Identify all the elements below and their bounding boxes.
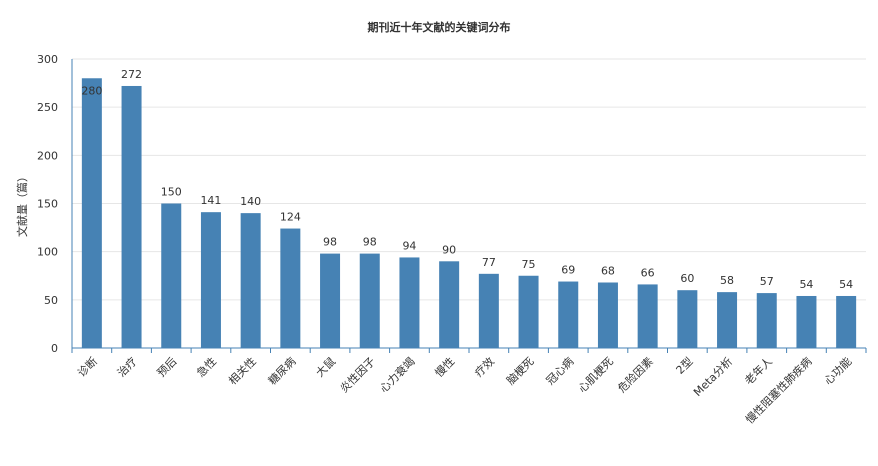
bar[interactable]	[717, 292, 738, 348]
axes	[71, 59, 867, 353]
bar[interactable]	[597, 282, 618, 348]
data-label: 272	[121, 68, 142, 81]
bar[interactable]	[796, 295, 817, 348]
bar[interactable]	[161, 203, 182, 349]
data-label: 58	[720, 274, 734, 287]
data-label: 69	[561, 264, 575, 277]
bar[interactable]	[677, 290, 698, 348]
x-category-label: 2型	[673, 354, 696, 377]
data-label: 54	[799, 278, 813, 291]
data-label: 60	[680, 272, 694, 285]
bar[interactable]	[637, 284, 658, 348]
data-labels: 280 272 150 141 140 124 98 98 94 90 77 75 69 68 66 60 58…	[81, 68, 853, 291]
data-label: 75	[522, 258, 536, 271]
y-axis-label: 文献量（篇）	[15, 171, 29, 237]
bar[interactable]	[399, 257, 420, 348]
x-category-label: 糖尿病	[265, 354, 298, 387]
x-category-label: 疗效	[472, 354, 497, 379]
bar[interactable]	[81, 78, 102, 349]
bar[interactable]	[478, 273, 499, 348]
y-tick-label: 300	[37, 53, 58, 66]
y-tick-label: 150	[37, 198, 58, 211]
y-tick-label: 100	[37, 246, 58, 259]
x-category-label: 大鼠	[313, 354, 338, 379]
x-category-label: Meta分析	[690, 354, 735, 399]
y-tick-label: 50	[44, 294, 58, 307]
data-label: 77	[482, 256, 496, 269]
bar[interactable]	[320, 253, 341, 348]
bar[interactable]	[756, 293, 777, 348]
bar-series	[81, 78, 857, 349]
x-category-label: 预后	[155, 355, 180, 380]
data-label: 98	[323, 236, 337, 249]
x-category-label: 急性	[194, 354, 219, 379]
x-category-label: 危险因素	[615, 354, 656, 395]
x-category-label: 治疗	[114, 354, 139, 379]
x-category-label: 心力衰竭	[377, 354, 418, 395]
x-category-label: 炎性因子	[337, 354, 378, 395]
x-category-label: 心肌梗死	[575, 354, 616, 395]
data-label: 68	[601, 264, 615, 277]
data-label: 94	[402, 239, 416, 252]
x-category-label: 老年人	[742, 354, 775, 387]
x-category-label: 心功能	[821, 354, 854, 387]
chart-title: 期刊近十年文献的关键词分布	[368, 20, 511, 34]
x-category-label: 诊断	[75, 354, 100, 379]
bar[interactable]	[518, 275, 539, 348]
x-category-label: 脑梗死	[503, 354, 536, 387]
bar[interactable]	[558, 281, 579, 348]
x-category-label: 慢性	[432, 354, 457, 379]
data-label: 57	[760, 275, 774, 288]
x-category-label: 冠心病	[543, 354, 576, 387]
x-category-label: 慢性阻塞性肺疾病	[742, 354, 814, 426]
bar[interactable]	[836, 295, 857, 348]
bar[interactable]	[121, 85, 142, 349]
gridlines	[72, 58, 866, 301]
data-label: 141	[200, 194, 221, 207]
bar[interactable]	[359, 253, 380, 348]
data-label: 98	[363, 236, 377, 249]
y-tick-label: 250	[37, 101, 58, 114]
x-category-label: 相关性	[226, 354, 259, 387]
y-tick-label: 0	[51, 342, 58, 355]
y-tick-label: 200	[37, 149, 58, 162]
data-label: 54	[839, 278, 853, 291]
y-axis-ticks: 0 50 100 150 200 250 300	[37, 53, 58, 355]
bar[interactable]	[280, 228, 301, 348]
data-label: 66	[641, 266, 655, 279]
data-label: 124	[280, 211, 301, 224]
bar[interactable]	[240, 213, 261, 348]
bar[interactable]	[439, 261, 460, 348]
data-label: 280	[81, 84, 102, 97]
data-label: 140	[240, 195, 261, 208]
data-label: 90	[442, 243, 456, 256]
x-axis-category-labels: 诊断 治疗 预后 急性 相关性 糖尿病 大鼠 炎性因子 心力衰竭 慢性 疗效 脑梗死 冠心病 心肌梗死 危险…	[75, 354, 855, 426]
data-label: 150	[161, 186, 182, 199]
bar[interactable]	[200, 212, 221, 348]
